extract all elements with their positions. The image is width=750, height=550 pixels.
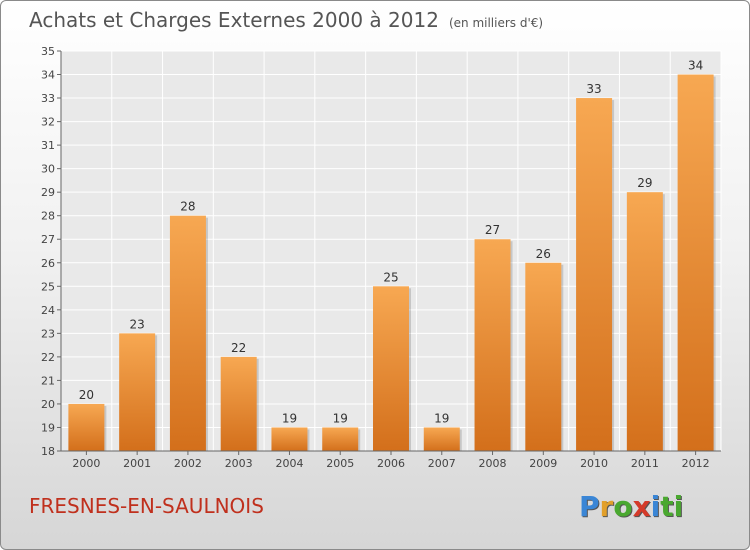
logo-letter: ti [660, 490, 684, 523]
x-tick-label: 2003 [225, 457, 253, 470]
y-tick-label: 25 [41, 280, 55, 293]
logo-letter: i [650, 490, 661, 523]
y-tick-label: 27 [41, 233, 55, 246]
chart-title: Achats et Charges Externes 2000 à 2012 (e… [29, 8, 543, 32]
data-label: 25 [383, 270, 398, 284]
data-label: 22 [231, 341, 246, 355]
data-label: 26 [536, 247, 551, 261]
bar [474, 239, 511, 451]
x-tick-label: 2011 [631, 457, 659, 470]
data-label: 34 [688, 59, 703, 73]
x-tick-label: 2002 [174, 457, 202, 470]
x-tick-label: 2005 [326, 457, 354, 470]
data-label: 28 [180, 200, 195, 214]
chart-unit: (en milliers d'€) [448, 16, 544, 30]
data-label: 33 [586, 82, 601, 96]
data-label: 19 [333, 411, 348, 425]
bar [322, 427, 359, 451]
bar [119, 333, 156, 451]
bar [373, 286, 409, 451]
bar [525, 262, 562, 451]
y-tick-label: 35 [41, 45, 55, 58]
logo-letter: r [599, 490, 614, 523]
proxiti-logo: Proxiti [579, 490, 683, 523]
y-tick-label: 23 [41, 327, 55, 340]
x-tick-label: 2004 [275, 457, 303, 470]
bars [68, 74, 716, 452]
y-tick-label: 28 [41, 210, 55, 223]
bar [626, 192, 663, 452]
x-tick-label: 2008 [479, 457, 507, 470]
x-tick-label: 2007 [428, 457, 456, 470]
axes: 18 19 20 21 22 23 24 25 26 27 28 29 30 31 32 33 34 35 2000… [41, 45, 721, 470]
y-tick-label: 22 [41, 351, 55, 364]
chart-title-text: Achats et Charges Externes 2000 à 2012 [29, 8, 439, 32]
y-tick-label: 29 [41, 186, 55, 199]
y-tick-label: 18 [41, 445, 55, 458]
y-tick-label: 34 [41, 69, 55, 82]
logo-letter: x [632, 490, 651, 523]
bar [169, 215, 206, 451]
x-tick-label: 2000 [72, 457, 100, 470]
bar [677, 74, 714, 451]
bar [220, 356, 257, 451]
x-tick-label: 2006 [377, 457, 405, 470]
y-tick-label: 30 [41, 163, 55, 176]
y-tick-label: 24 [41, 304, 55, 317]
data-label: 27 [485, 223, 500, 237]
y-tick-label: 32 [41, 116, 55, 129]
commune-name: FRESNES-EN-SAULNOIS [29, 494, 264, 518]
x-tick-label: 2009 [529, 457, 557, 470]
x-tick-label: 2001 [123, 457, 151, 470]
y-tick-label: 33 [41, 92, 55, 105]
y-tick-label: 19 [41, 421, 55, 434]
data-label: 20 [79, 388, 94, 402]
y-tick-label: 26 [41, 257, 55, 270]
y-tick-label: 21 [41, 374, 55, 387]
data-label: 29 [637, 176, 652, 190]
data-labels: 20 23 28 22 19 19 25 19 27 26 33 29 34 [79, 59, 704, 426]
bar [423, 427, 460, 451]
y-tick-label: 31 [41, 139, 55, 152]
x-tick-label: 2012 [682, 457, 710, 470]
data-label: 19 [282, 411, 297, 425]
x-tick-label: 2010 [580, 457, 608, 470]
logo-letter: P [579, 490, 600, 523]
y-tick-label: 20 [41, 398, 55, 411]
bar [271, 427, 308, 451]
bar [576, 98, 613, 451]
logo-letter: o [613, 490, 633, 523]
data-label: 23 [130, 317, 145, 331]
bar [68, 403, 105, 451]
data-label: 19 [434, 411, 449, 425]
